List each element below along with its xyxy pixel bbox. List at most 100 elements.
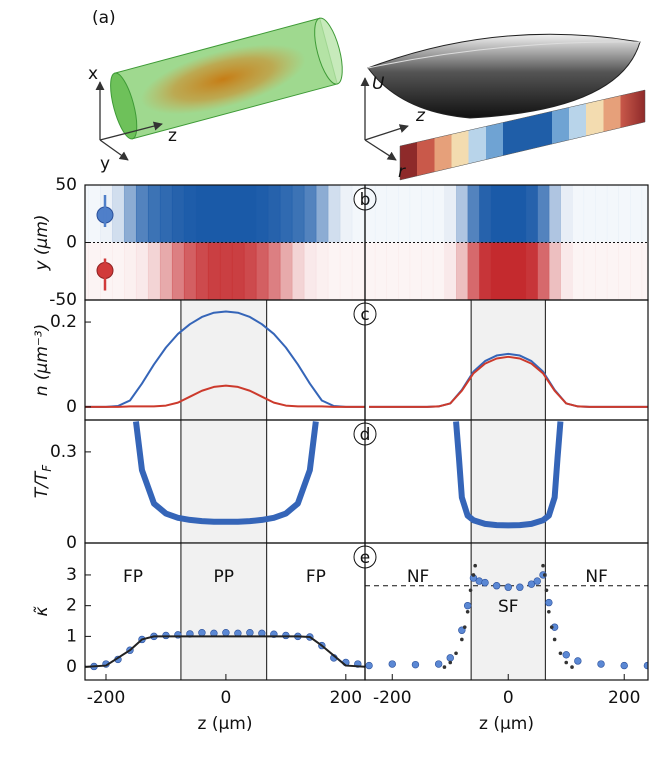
density-cell: [195, 242, 209, 300]
shaded-region: [471, 300, 546, 420]
density-cell: [243, 242, 257, 300]
density-cell: [560, 185, 573, 243]
x-tick-label: 0: [220, 688, 231, 708]
density-cell: [159, 242, 173, 300]
density-cell: [641, 185, 648, 243]
axis-letter: x: [88, 64, 98, 84]
density-cell: [279, 242, 293, 300]
x-axis-label: z (µm): [479, 714, 534, 734]
density-cell: [147, 242, 161, 300]
series-line: [369, 355, 648, 408]
density-cell: [525, 242, 538, 300]
density-cell: [421, 242, 434, 300]
data-point: [388, 660, 396, 668]
density-cell: [111, 185, 125, 243]
density-cell: [339, 185, 353, 243]
density-cell: [171, 242, 185, 300]
density-cell: [490, 242, 503, 300]
density-cell: [514, 185, 527, 243]
x-tick-label: 200: [330, 688, 362, 708]
density-cell: [386, 242, 399, 300]
theory-dot: [448, 660, 453, 665]
density-cell: [267, 185, 281, 243]
axes-right: [360, 77, 409, 161]
density-cell: [618, 185, 631, 243]
density-cell: [171, 185, 185, 243]
density-cell: [595, 185, 608, 243]
axis-letter: z: [415, 106, 426, 126]
data-point: [481, 578, 489, 587]
density-cell: [135, 185, 149, 243]
y-tick-label: 3: [66, 565, 77, 585]
series-line: [132, 421, 319, 525]
density-cell: [365, 242, 376, 300]
density-cell: [606, 242, 619, 300]
axis-letter: y: [100, 154, 110, 174]
series-line: [85, 635, 365, 668]
density-cell: [315, 185, 329, 243]
density-cell: [279, 185, 293, 243]
data-point: [527, 580, 536, 588]
density-cell: [183, 242, 197, 300]
region-label: PP: [214, 567, 235, 587]
data-point: [545, 598, 553, 607]
y-axis-label: T/TF: [32, 464, 54, 499]
y-tick-label: 1: [66, 626, 77, 646]
density-cell: [87, 242, 101, 300]
density-cell: [432, 185, 445, 243]
theory-dot: [542, 573, 547, 577]
density-cell: [123, 185, 137, 243]
shaded-region: [180, 300, 267, 420]
theory-dot: [462, 625, 467, 629]
density-plane: [399, 89, 646, 181]
density-cell: [303, 185, 317, 243]
x-tick-label: 0: [503, 688, 514, 708]
theory-dot: [460, 637, 464, 642]
density-cell: [398, 185, 411, 243]
theory-dot: [552, 637, 557, 642]
series-line: [85, 384, 365, 408]
region-label: NF: [585, 567, 608, 587]
density-cell: [456, 185, 469, 243]
density-cell: [595, 242, 608, 300]
bowl-rim: [367, 41, 641, 69]
x-axis-label: z (µm): [198, 714, 253, 734]
density-cell: [548, 242, 561, 300]
density-cell: [327, 242, 341, 300]
y-tick-label: 50: [55, 175, 77, 195]
density-cell: [479, 242, 492, 300]
y-tick-label: 0: [66, 657, 77, 677]
density-cell: [303, 242, 317, 300]
data-point: [504, 583, 512, 591]
y-tick-label: 0.2: [50, 312, 77, 332]
density-cell: [583, 242, 596, 300]
density-cell: [548, 185, 561, 243]
y-label-part: T/T: [32, 470, 52, 498]
y-axis-label: y (µm): [32, 214, 52, 271]
y-label-subscript: F: [40, 464, 54, 472]
plot-area: [369, 300, 648, 420]
y-tick-label: 0: [66, 533, 77, 553]
density-cell: [219, 242, 233, 300]
density-cell: [386, 185, 399, 243]
plot-area: [453, 420, 564, 543]
density-cell: [432, 242, 445, 300]
plot-area: [85, 185, 365, 300]
density-cell: [502, 242, 515, 300]
density-cell: [572, 185, 585, 243]
density-cell: [467, 185, 480, 243]
theory-dot: [465, 610, 470, 614]
density-cell: [456, 242, 469, 300]
theory-dot: [442, 665, 447, 669]
plot-area: [132, 420, 319, 543]
axis-letter: U: [372, 74, 385, 94]
density-cell: [479, 185, 492, 243]
density-cell: [374, 242, 387, 300]
theory-dot: [454, 651, 458, 656]
region-label: NF: [407, 567, 430, 587]
y-tick-label: 2: [66, 596, 77, 616]
theory-dot: [541, 563, 545, 568]
data-point: [246, 628, 254, 637]
